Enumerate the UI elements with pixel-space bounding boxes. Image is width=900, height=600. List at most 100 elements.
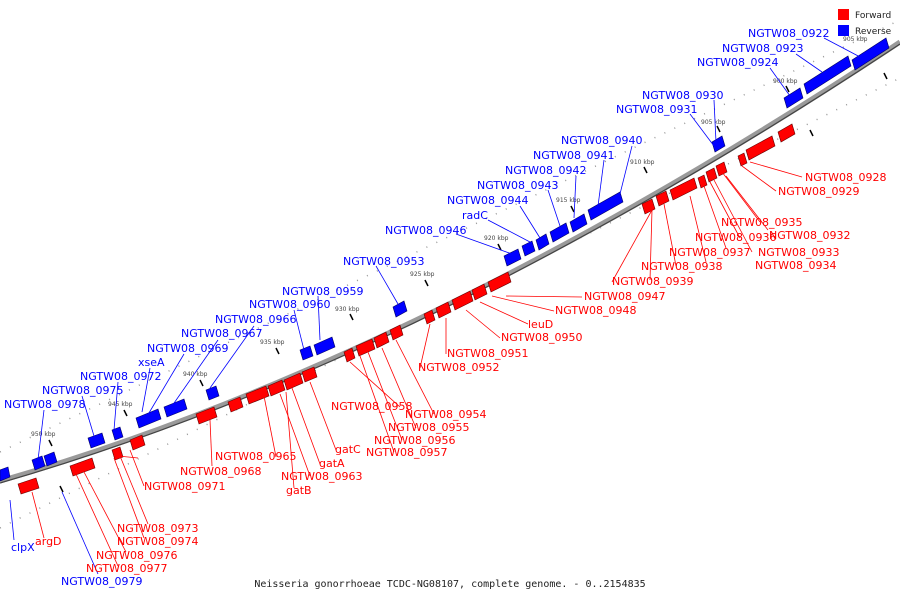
figure-caption: Neisseria gonorrhoeae TCDC-NG08107, comp… [254,579,645,590]
gene-arrow [423,309,436,325]
gene-arrow [737,152,748,167]
gene-arrow [163,398,188,418]
leader-line [359,355,395,453]
leader-line [505,295,583,298]
leader-line [171,339,219,407]
leader-line [713,179,753,253]
gene-label: gatB [286,484,312,497]
leader-line [725,175,769,231]
leader-line [663,203,677,267]
leader-line [263,395,277,458]
gene-label: NGTW08_0922 [748,27,829,40]
gene-label: NGTW08_0957 [366,446,447,459]
leader-line [491,295,555,312]
gene-label: NGTW08_0946 [385,224,466,237]
gene-label: NGTW08_0959 [282,285,363,298]
leader-line [769,67,791,97]
leader-line [741,165,777,192]
gene-label: NGTW08_0973 [117,522,198,535]
leader-line [455,233,513,255]
tick-label: 930 kbp [335,306,360,313]
gene-arrow [487,271,512,293]
leader-line [349,361,401,408]
tick-label: 900 kbp [773,78,798,85]
leader-line [113,381,119,431]
gene-label: NGTW08_0942 [505,164,586,177]
leader-line [419,323,431,369]
leader-line [519,205,541,239]
gene-arrow [471,283,488,301]
leader-line [703,185,727,249]
gene-arrow [851,37,890,71]
legend-reverse-label: Reverse [855,27,892,37]
gene-label: NGTW08_0932 [769,229,850,242]
reverse-leader-lines [9,37,863,575]
gene-arrow [43,451,58,467]
tick-mark [424,279,429,287]
leader-line [713,99,717,143]
leader-line [573,175,577,219]
leader-line [367,351,403,441]
leader-line [209,325,255,389]
tick-mark [497,243,502,251]
gene-arrow [451,290,474,311]
forward-leader-lines [31,161,803,567]
gene-label: NGTW08_0947 [584,290,665,303]
leader-line [279,393,311,477]
gene-arrow [267,379,286,397]
gene-label: NGTW08_0966 [215,313,296,326]
leader-line [749,161,803,178]
forward-strand-genes [17,123,796,495]
tick-label: 935 kbp [260,339,285,346]
gene-label: NGTW08_0969 [147,342,228,355]
gene-label: NGTW08_0974 [117,535,198,548]
legend-reverse-swatch [838,25,849,36]
reverse-strand-genes [0,37,890,482]
tick-mark [883,72,888,80]
gene-label: NGTW08_0941 [533,149,614,162]
gene-arrow [373,331,390,349]
leader-line [37,409,45,461]
gene-label: NGTW08_0948 [555,304,636,317]
gene-label: NGTW08_0956 [374,434,455,447]
gene-arrow [655,190,670,207]
tick-mark [123,409,128,417]
genome-backbone [0,39,900,484]
gene-label: NGTW08_0937 [669,246,750,259]
gene-arrow [299,345,314,361]
gene-label: NGTW08_0936 [695,231,776,244]
tick-mark [349,313,354,321]
gene-label: NGTW08_0951 [447,347,528,360]
gene-arrow [521,240,536,257]
gene-arrow [803,55,852,95]
gene-label: NGTW08_0979 [61,575,142,588]
tick-mark [716,125,721,133]
gene-label: NGTW08_0952 [418,361,499,374]
gene-label: NGTW08_0968 [180,465,261,478]
gene-label: argD [35,535,62,548]
gene-arrow [355,338,376,357]
gene-label: NGTW08_0939 [612,275,693,288]
leader-line [129,449,145,487]
leader-line [611,209,653,283]
gene-label: NGTW08_0931 [616,103,697,116]
gene-label: NGTW08_0933 [758,246,839,259]
gene-arrow [245,385,270,405]
gene-arrow [69,457,96,477]
leader-line [689,195,707,263]
leader-line [141,367,151,413]
gene-arrow [569,213,588,233]
tick-label: 940 kbp [183,371,208,378]
leader-line [547,189,561,227]
gene-label: gatA [319,457,345,470]
leader-line [113,457,145,539]
tick-label: 925 kbp [410,271,435,278]
leader-line [795,53,823,73]
gene-arrow [745,135,776,161]
tick-label: 945 kbp [108,401,133,408]
scale-ticks: 905 kbp 900 kbp 905 kbp 910 kbp 915 kbp … [31,36,888,493]
tick-mark [275,347,280,355]
gene-arrow [549,222,570,243]
gene-arrow [17,477,40,495]
